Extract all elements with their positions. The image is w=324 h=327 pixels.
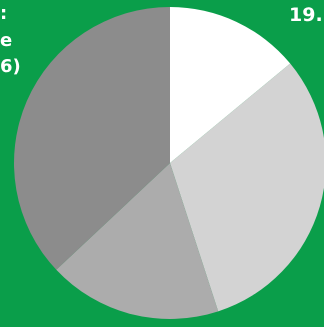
pie-slice-2 [170,63,324,312]
pie-slices [13,7,324,319]
side-label-line-2: e [0,30,13,51]
side-label-line-3: 6) [0,56,21,77]
slice-value-label: 19. [289,4,323,26]
pie-slice-4 [13,7,171,270]
pie-slice-3 [56,163,219,319]
side-label-line-1: : [0,3,8,24]
pie-slice-1 [170,7,291,163]
